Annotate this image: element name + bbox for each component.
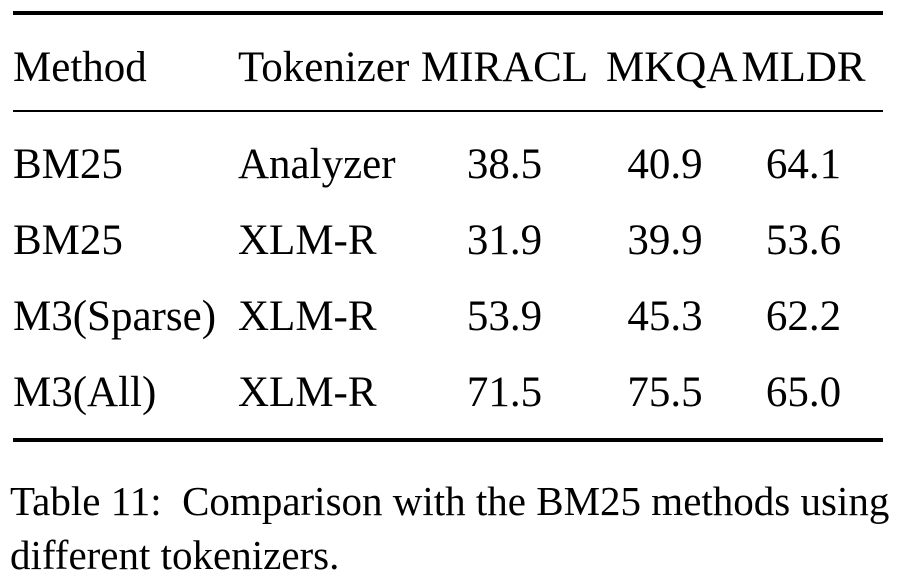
- table-mid-rule: [13, 110, 883, 112]
- cell-tokenizer: XLM-R: [238, 216, 377, 264]
- cell-mkqa: 45.3: [627, 292, 703, 340]
- table-row: BM25 Analyzer 38.5 40.9 64.1: [13, 126, 883, 202]
- col-header-method: Method: [13, 44, 147, 91]
- cell-mldr: 64.1: [765, 140, 842, 188]
- cell-mkqa: 40.9: [627, 140, 703, 188]
- cell-miracl: 53.9: [466, 292, 543, 340]
- col-header-miracl: MIRACL: [420, 44, 589, 91]
- cell-miracl: 31.9: [466, 216, 543, 264]
- cell-tokenizer: Analyzer: [238, 140, 396, 188]
- table-row: M3(Sparse) XLM-R 53.9 45.3 62.2: [13, 278, 883, 354]
- col-header-tokenizer: Tokenizer: [238, 44, 410, 91]
- cell-mldr: 62.2: [765, 292, 842, 340]
- cell-miracl: 38.5: [466, 140, 543, 188]
- table-top-rule: [13, 11, 883, 15]
- body-bottom-spacer: [13, 430, 883, 438]
- cell-method: BM25: [13, 140, 123, 188]
- table-bottom-rule: [13, 438, 883, 442]
- cell-mkqa: 39.9: [627, 216, 703, 264]
- table-row: M3(All) XLM-R 71.5 75.5 65.0: [13, 354, 883, 430]
- results-table: Method Tokenizer MIRACL MKQA MLDR BM25 A…: [13, 11, 883, 442]
- col-header-mkqa: MKQA: [606, 44, 738, 91]
- table-caption: Table 11: Comparison with the BM25 metho…: [10, 478, 890, 578]
- cell-method: M3(All): [13, 368, 157, 416]
- cell-mkqa: 75.5: [627, 368, 703, 416]
- cell-mldr: 65.0: [765, 368, 842, 416]
- cell-miracl: 71.5: [466, 368, 543, 416]
- table-header-row: Method Tokenizer MIRACL MKQA MLDR: [13, 15, 883, 110]
- cell-method: M3(Sparse): [13, 292, 217, 340]
- table-row: BM25 XLM-R 31.9 39.9 53.6: [13, 202, 883, 278]
- cell-mldr: 53.6: [765, 216, 842, 264]
- col-header-mldr: MLDR: [741, 44, 866, 91]
- cell-tokenizer: XLM-R: [238, 292, 377, 340]
- cell-method: BM25: [13, 216, 123, 264]
- cell-tokenizer: XLM-R: [238, 368, 377, 416]
- header-body-spacer: [13, 112, 883, 126]
